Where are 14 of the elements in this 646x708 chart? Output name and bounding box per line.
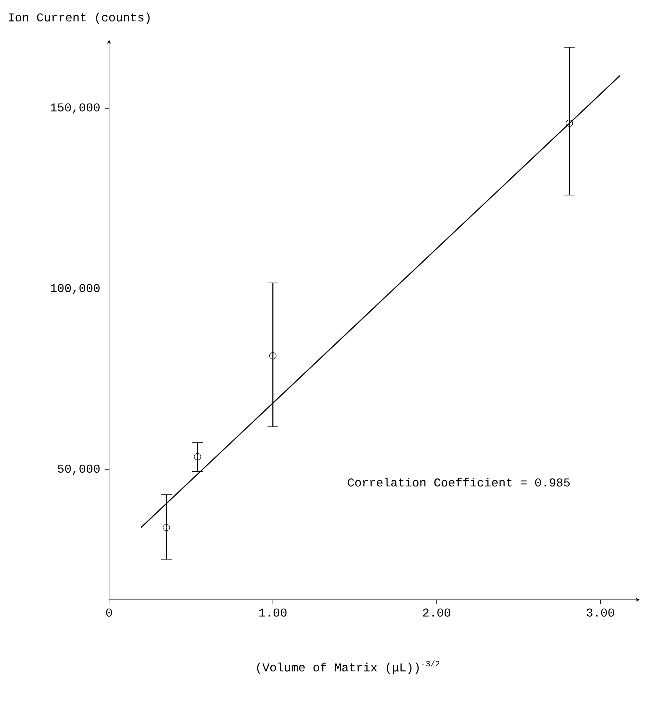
point: [270, 352, 277, 360]
point: [163, 524, 170, 532]
y-axis-title: Ion Current (counts): [9, 12, 150, 24]
y-tick-label: 50,000: [58, 464, 100, 476]
x-tick-label: 2.00: [423, 608, 451, 617]
x-tick-label: 3.00: [587, 608, 614, 617]
x-tick-label: 0: [106, 608, 112, 617]
y-tick-label: 100,000: [51, 284, 100, 294]
x-tick-label: 1.00: [260, 608, 287, 617]
point: [566, 120, 574, 128]
x-axis-title: (Volume of Matrix (μL))$^{-3/2}$: [257, 660, 440, 674]
annotation: Correlation Coefficient = 0.985: [348, 478, 570, 487]
y-tick-label: 150,000: [51, 104, 100, 114]
point: [194, 453, 202, 461]
